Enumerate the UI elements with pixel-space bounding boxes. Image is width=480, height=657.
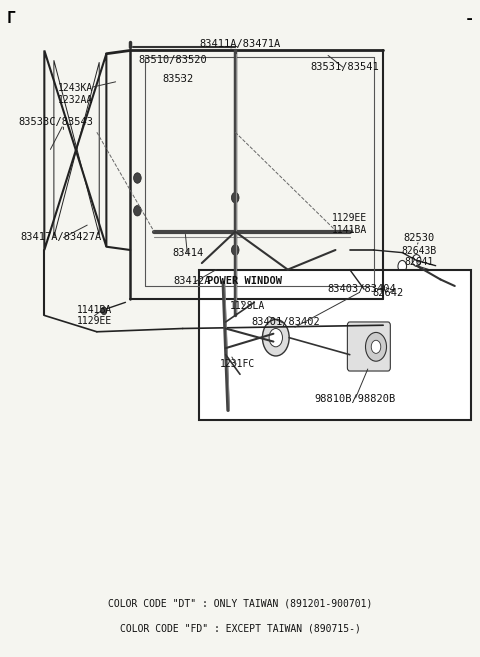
Circle shape [412, 254, 421, 266]
Polygon shape [417, 265, 459, 289]
Text: 83510/83520: 83510/83520 [139, 55, 207, 65]
Text: 83531/83541: 83531/83541 [311, 62, 379, 72]
Text: 82642: 82642 [372, 288, 404, 298]
Text: POWER WINDOW: POWER WINDOW [206, 276, 282, 286]
Text: Γ: Γ [6, 11, 15, 26]
Circle shape [371, 340, 381, 353]
Text: 1231FC: 1231FC [220, 359, 255, 369]
Text: 82530: 82530 [403, 233, 434, 243]
Text: 83411A/83471A: 83411A/83471A [199, 39, 281, 49]
Text: 1243KA
1232AA: 1243KA 1232AA [58, 83, 93, 105]
Circle shape [231, 193, 239, 203]
Text: 83414: 83414 [172, 248, 203, 258]
Text: 82643B
82641: 82643B 82641 [401, 246, 437, 267]
Circle shape [133, 173, 141, 183]
Text: 83417A/83427A: 83417A/83427A [21, 232, 102, 242]
Circle shape [365, 332, 386, 361]
Text: 83412A: 83412A [174, 277, 211, 286]
Circle shape [133, 206, 141, 216]
Circle shape [398, 260, 407, 272]
Text: 1141BA
1129EE: 1141BA 1129EE [77, 305, 112, 327]
Circle shape [269, 328, 282, 347]
Text: 83533C/83543: 83533C/83543 [19, 118, 94, 127]
FancyBboxPatch shape [199, 269, 471, 420]
Circle shape [231, 245, 239, 255]
Text: -: - [465, 11, 474, 26]
Text: 98810B/98820B: 98810B/98820B [314, 394, 395, 403]
Text: COLOR CODE "DT" : ONLY TAIWAN (891201-900701): COLOR CODE "DT" : ONLY TAIWAN (891201-90… [108, 599, 372, 608]
Text: 83401/83402: 83401/83402 [251, 317, 320, 327]
Circle shape [101, 307, 107, 315]
Text: 83532: 83532 [162, 74, 193, 83]
Circle shape [263, 319, 289, 356]
FancyBboxPatch shape [348, 322, 390, 371]
Text: 1129EE
1141BA: 1129EE 1141BA [332, 213, 367, 235]
Text: 1128LA: 1128LA [229, 301, 265, 311]
Text: COLOR CODE "FD" : EXCEPT TAIWAN (890715-): COLOR CODE "FD" : EXCEPT TAIWAN (890715-… [120, 623, 360, 633]
Text: 83403/83404: 83403/83404 [327, 284, 396, 294]
